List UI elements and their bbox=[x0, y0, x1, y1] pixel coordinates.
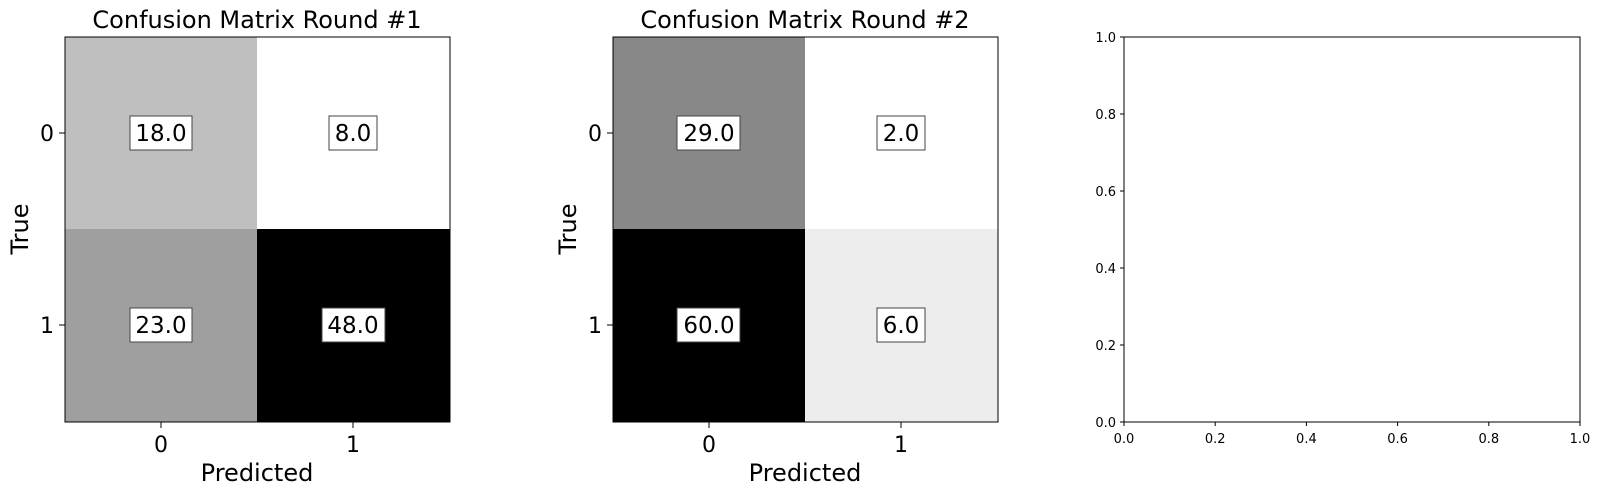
panel-1-ytick-0: 0 bbox=[40, 122, 54, 147]
panel-1-value-1-0: 23.0 bbox=[135, 313, 186, 339]
panel-2-label-box-1-1 bbox=[876, 307, 926, 343]
panel-1-label-box-1-1 bbox=[321, 307, 386, 343]
panel-1-value-0-0: 18.0 bbox=[135, 121, 186, 147]
panel-2-label-box-0-0 bbox=[676, 115, 741, 151]
panel-2-ytick-1: 1 bbox=[588, 314, 602, 339]
panel-1-label-box-0-1 bbox=[328, 115, 378, 151]
panel-2-value-1-0: 60.0 bbox=[683, 313, 734, 339]
panel-1-title: Confusion Matrix Round #1 bbox=[92, 6, 421, 34]
panel-3-xtick-4: 0.8 bbox=[1478, 432, 1499, 447]
panel-2-value-1-1: 6.0 bbox=[883, 313, 920, 339]
panel-3-yticks: 0.0 0.2 0.4 0.6 0.8 1.0 bbox=[1095, 31, 1124, 431]
panel-1-label-box-0-0 bbox=[129, 115, 193, 151]
panel-3-ytick-4: 0.8 bbox=[1095, 108, 1116, 123]
panel-1-value-0-1: 8.0 bbox=[335, 121, 372, 147]
panel-2-xtick-1: 1 bbox=[894, 433, 908, 458]
panel-3-xtick-0: 0.0 bbox=[1114, 432, 1135, 447]
panel-2-label-box-0-1 bbox=[876, 115, 926, 151]
panel-2-value-0-0: 29.0 bbox=[683, 121, 734, 147]
panel-3-xtick-5: 1.0 bbox=[1570, 432, 1591, 447]
panel-1-value-1-1: 48.0 bbox=[327, 313, 378, 339]
panel-3-frame bbox=[1123, 36, 1581, 423]
panel-1-ytick-1: 1 bbox=[40, 314, 54, 339]
panel-2-ylabel: True bbox=[554, 204, 582, 256]
panel-1-frame bbox=[64, 36, 451, 423]
empty-axes-panel: 0.0 0.2 0.4 0.6 0.8 1.0 0.0 0.2 0.4 0.6 … bbox=[1095, 31, 1590, 447]
panel-3-xtick-1: 0.2 bbox=[1205, 432, 1226, 447]
panel-2-value-0-1: 2.0 bbox=[883, 121, 920, 147]
panel-2-title: Confusion Matrix Round #2 bbox=[640, 6, 969, 34]
panel-2-xlabel: Predicted bbox=[749, 459, 862, 487]
panel-1-xtick-0: 0 bbox=[154, 433, 168, 458]
panel-3-xtick-3: 0.6 bbox=[1387, 432, 1408, 447]
panel-2-frame bbox=[612, 36, 999, 423]
confusion-matrix-round-2: Confusion Matrix Round #2 29.0 2.0 60.0 … bbox=[554, 6, 999, 487]
panel-3-ytick-3: 0.6 bbox=[1095, 185, 1116, 200]
panel-3-ytick-2: 0.4 bbox=[1095, 262, 1116, 277]
panel-3-ytick-1: 0.2 bbox=[1095, 339, 1116, 354]
panel-1-label-box-1-0 bbox=[129, 307, 193, 343]
panel-3-ytick-5: 1.0 bbox=[1095, 31, 1116, 46]
panel-2-label-box-1-0 bbox=[676, 307, 741, 343]
confusion-matrix-round-1: Confusion Matrix Round #1 18.0 8.0 23.0 … bbox=[6, 6, 451, 487]
panel-3-ytick-0: 0.0 bbox=[1095, 416, 1116, 431]
panel-3-xticks: 0.0 0.2 0.4 0.6 0.8 1.0 bbox=[1114, 422, 1591, 447]
panel-3-xtick-2: 0.4 bbox=[1296, 432, 1317, 447]
panel-1-xtick-1: 1 bbox=[346, 433, 360, 458]
panel-2-ytick-0: 0 bbox=[588, 122, 602, 147]
panel-1-xlabel: Predicted bbox=[201, 459, 314, 487]
panel-1-ylabel: True bbox=[6, 204, 34, 256]
panel-2-xtick-0: 0 bbox=[702, 433, 716, 458]
